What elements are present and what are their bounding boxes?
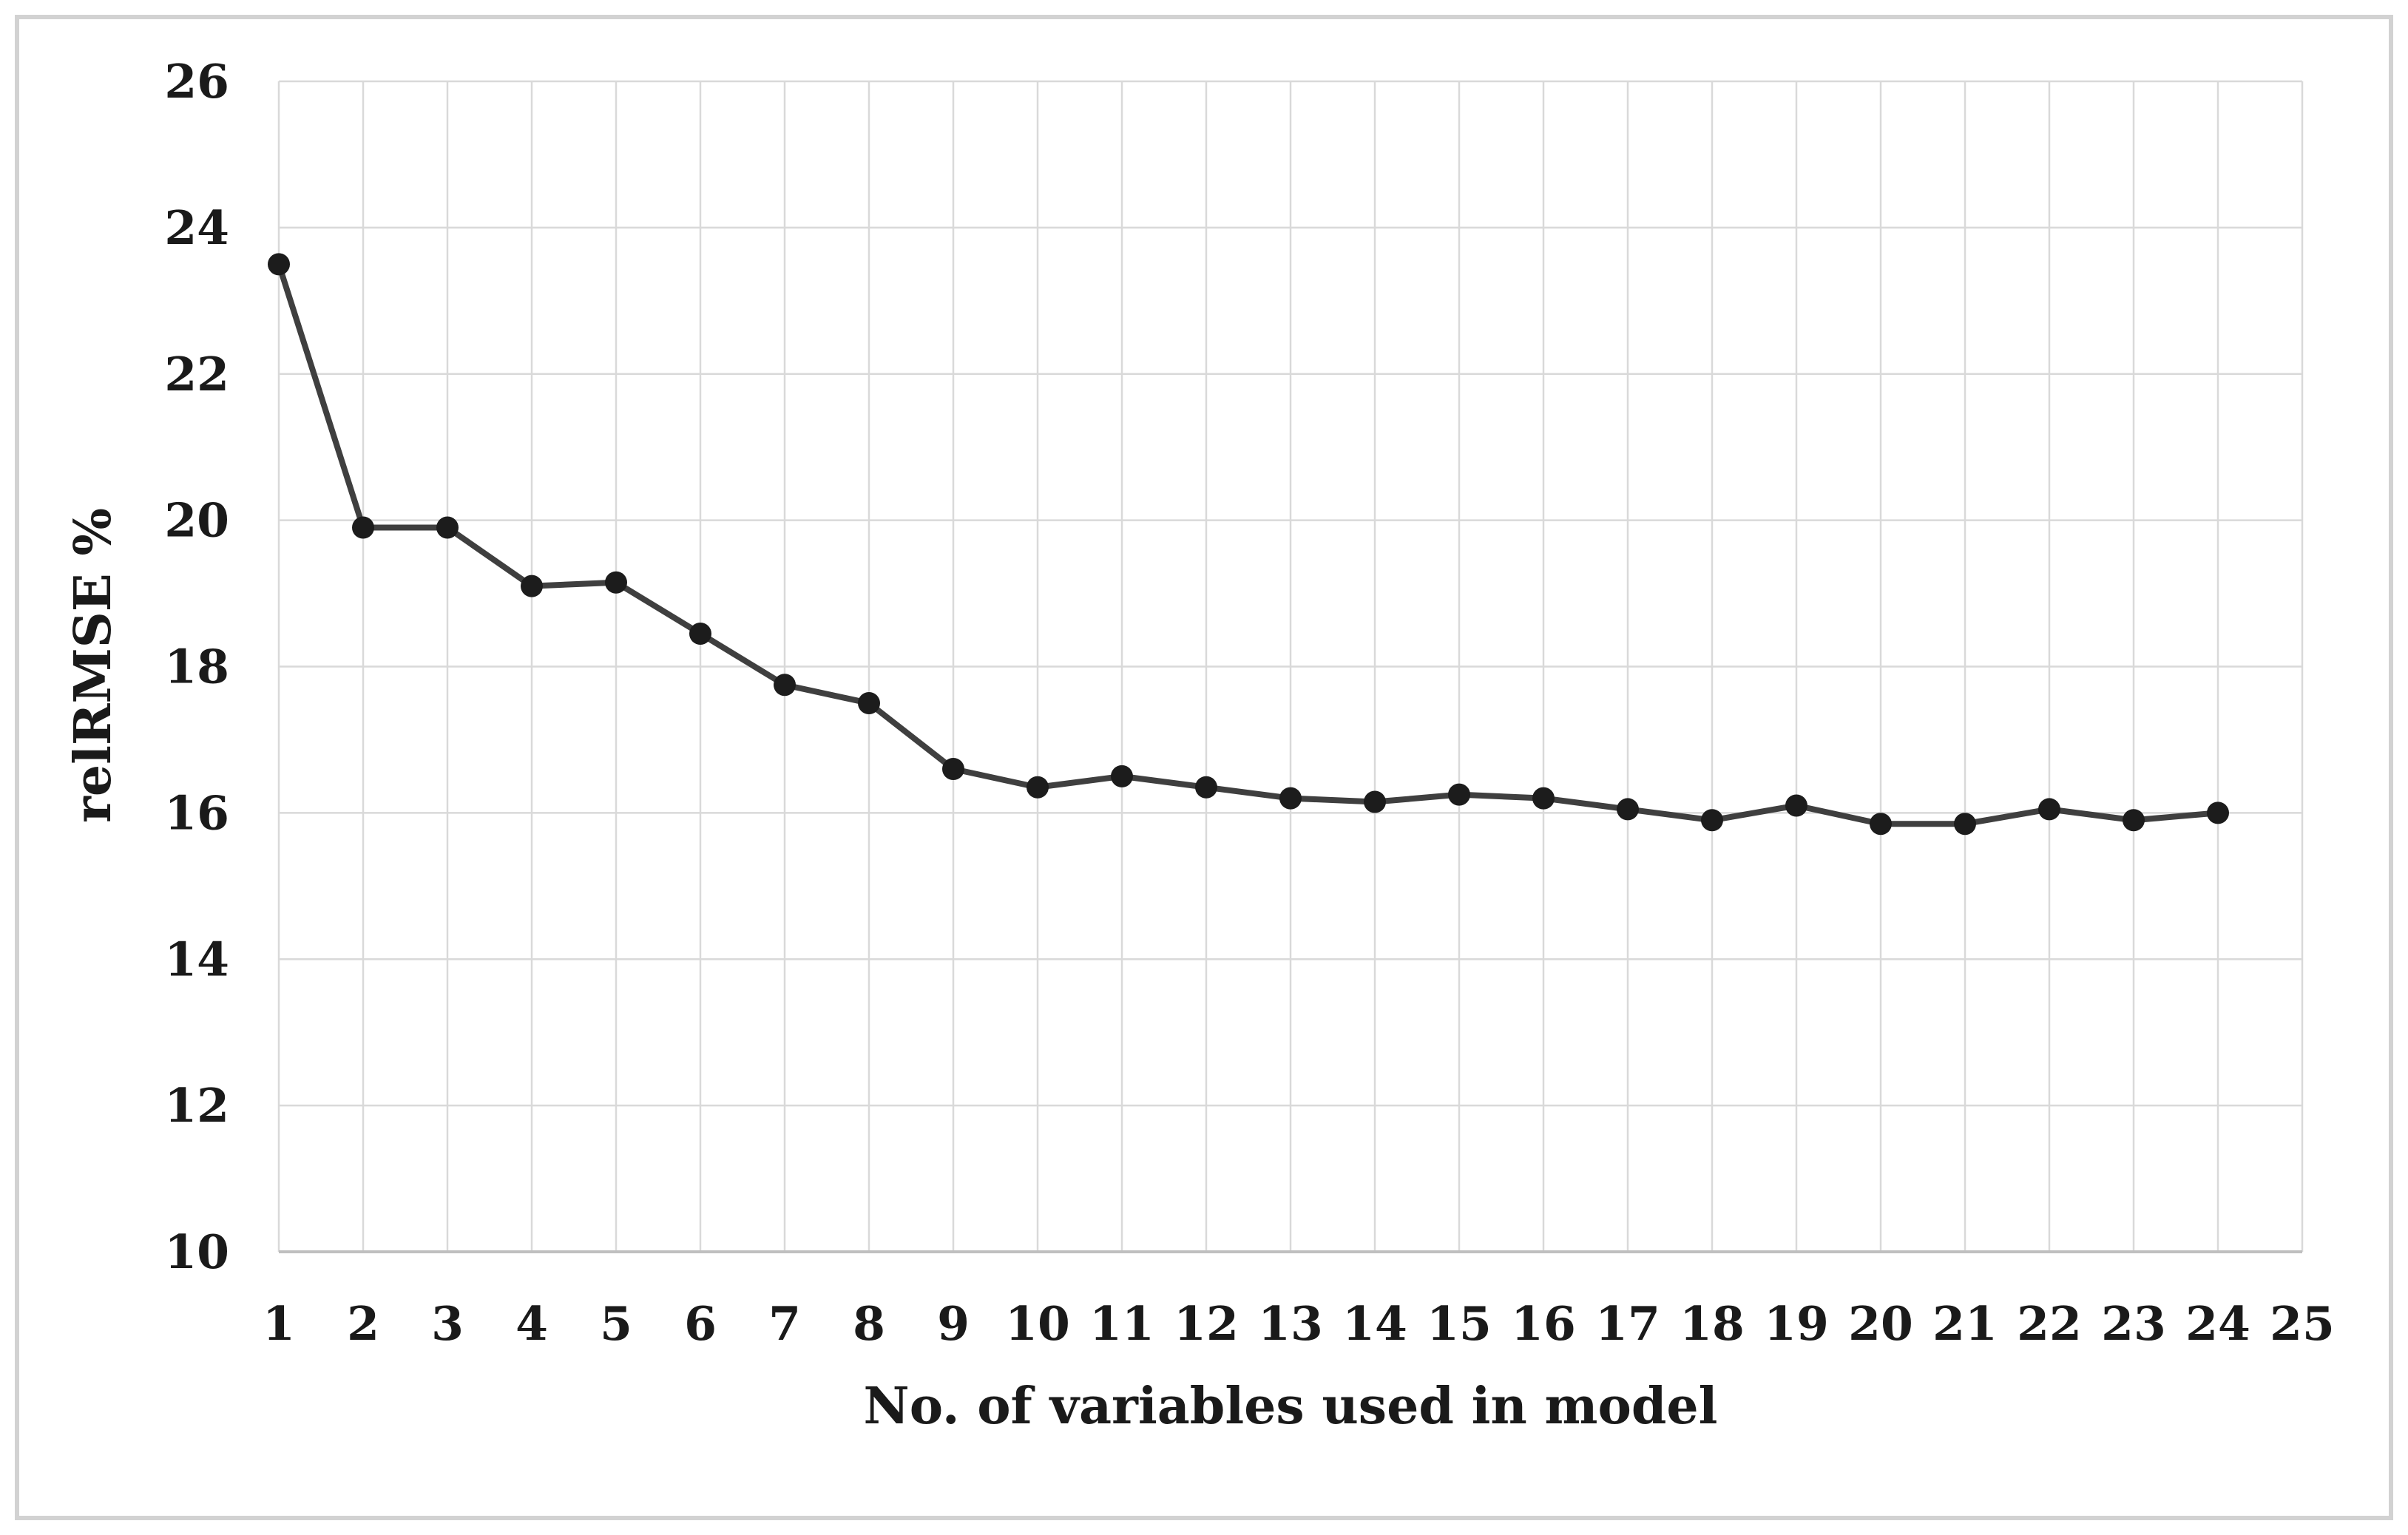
x-tick-label: 14 [1342, 1296, 1407, 1351]
x-tick-label: 22 [2017, 1296, 2082, 1351]
x-tick-label: 11 [1089, 1296, 1154, 1351]
x-tick-label: 2 [347, 1296, 379, 1351]
y-tick-label: 20 [164, 493, 229, 548]
x-tick-label: 25 [2270, 1296, 2335, 1351]
data-line [276, 261, 2221, 827]
x-tick-label: 13 [1258, 1296, 1323, 1351]
data-point-marker [858, 691, 880, 714]
data-point-marker [436, 516, 459, 539]
x-tick-label: 12 [1174, 1296, 1239, 1351]
x-tick-label: 16 [1511, 1296, 1576, 1351]
x-tick-label: 20 [1848, 1296, 1913, 1351]
data-point-marker [1785, 794, 1807, 817]
x-tick-label: 1 [263, 1296, 295, 1351]
data-point-marker [1954, 813, 1976, 836]
data-point-marker [1701, 809, 1723, 832]
x-tick-label: 3 [431, 1296, 464, 1351]
y-axis-title: relRMSE % [64, 508, 123, 823]
data-point-marker [689, 622, 711, 645]
x-tick-label: 10 [1005, 1296, 1070, 1351]
data-point-marker [521, 575, 543, 597]
data-point-marker [352, 516, 374, 539]
data-point-marker [774, 674, 796, 697]
data-point-marker [942, 758, 964, 781]
data-point-marker [1617, 798, 1639, 821]
data-point-marker [2038, 798, 2060, 821]
y-tick-label: 12 [164, 1078, 229, 1133]
x-tick-label: 23 [2101, 1296, 2166, 1351]
x-tick-label: 19 [1764, 1296, 1829, 1351]
data-point-marker [1870, 813, 1892, 836]
x-tick-label: 6 [684, 1296, 717, 1351]
data-point-marker [1195, 776, 1217, 799]
x-tick-label: 4 [515, 1296, 548, 1351]
data-point-marker [1111, 765, 1133, 787]
x-tick-label: 8 [853, 1296, 885, 1351]
data-point-marker [1532, 787, 1555, 810]
y-tick-label: 26 [164, 54, 229, 109]
data-point-marker [1279, 787, 1302, 810]
y-tick-label: 22 [164, 347, 229, 401]
data-point-marker [2207, 802, 2229, 824]
y-tick-label: 10 [164, 1224, 229, 1279]
y-tick-label: 24 [164, 200, 229, 255]
data-point-marker [2123, 809, 2145, 832]
x-tick-label: 9 [937, 1296, 970, 1351]
y-tick-label: 16 [164, 785, 229, 840]
data-point-marker [1027, 776, 1049, 799]
data-point-marker [1448, 783, 1470, 806]
x-tick-label: 5 [600, 1296, 632, 1351]
x-tick-label: 17 [1595, 1296, 1660, 1351]
x-tick-label: 18 [1680, 1296, 1745, 1351]
x-tick-label: 7 [768, 1296, 801, 1351]
y-tick-label: 18 [164, 640, 229, 694]
x-tick-label: 15 [1427, 1296, 1492, 1351]
data-point-marker [268, 253, 290, 276]
y-tick-label: 14 [164, 932, 229, 986]
data-point-marker [1364, 790, 1386, 813]
x-tick-label: 24 [2185, 1296, 2250, 1351]
x-tick-label: 21 [1932, 1296, 1998, 1351]
x-axis-title: No. of variables used in model [863, 1377, 1718, 1436]
data-point-marker [605, 571, 627, 594]
